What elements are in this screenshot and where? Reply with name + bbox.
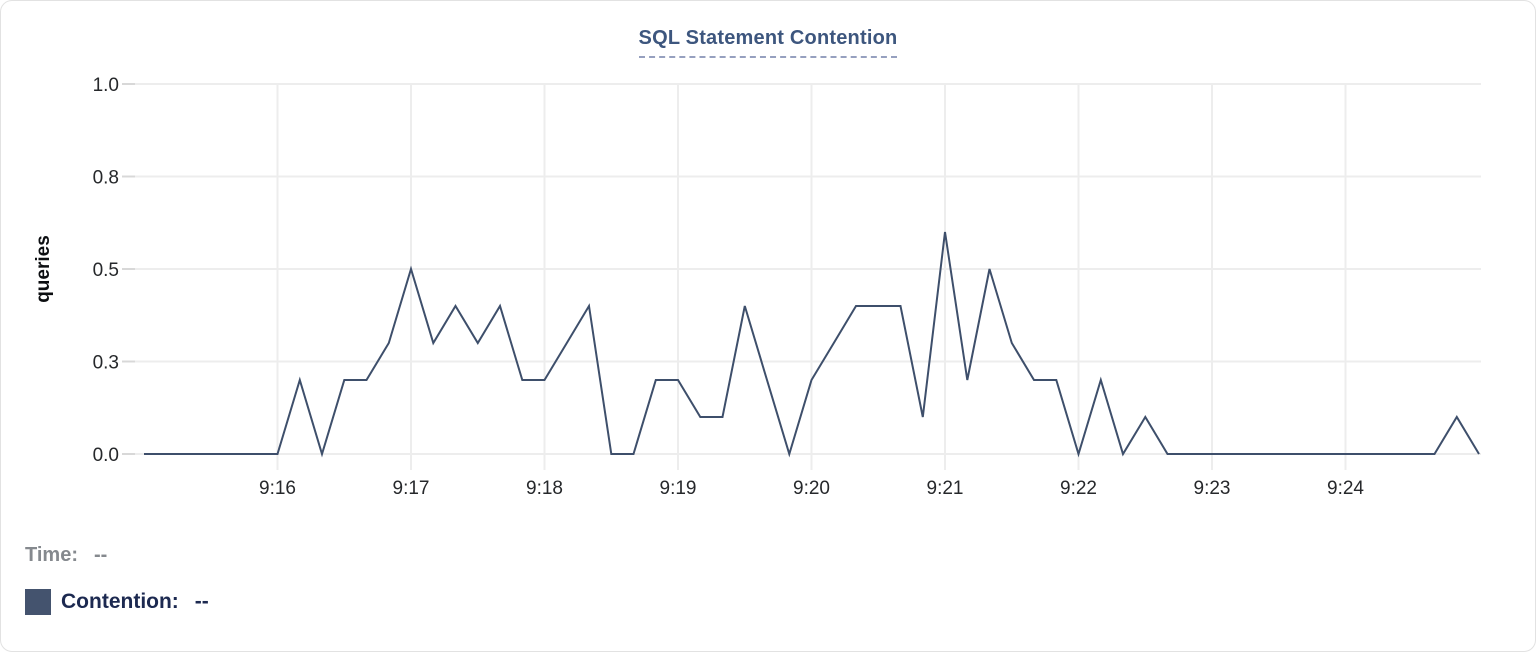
y-tick-label: 1.0 <box>93 75 119 96</box>
y-axis-title: queries <box>33 235 54 303</box>
y-tick-label: 0.8 <box>93 168 119 189</box>
x-tick-label: 9:24 <box>1327 478 1364 499</box>
contention-line <box>144 231 1480 458</box>
time-value: -- <box>93 544 108 566</box>
y-tick-label: 0.3 <box>93 353 119 374</box>
x-tick-label: 9:17 <box>393 478 430 499</box>
x-tick-label: 9:22 <box>1060 478 1097 499</box>
x-tick-label: 9:20 <box>793 478 830 499</box>
panel-header: SQL Statement Contention <box>1 27 1535 58</box>
contention-value: -- <box>194 590 209 613</box>
legend-time-row: Time: -- <box>25 544 107 567</box>
legend-contention-row: Contention: -- <box>25 589 209 615</box>
contention-swatch <box>25 589 51 615</box>
x-tick-label: 9:19 <box>660 478 697 499</box>
y-tick-label: 0.5 <box>93 260 119 281</box>
contention-label: Contention: <box>61 590 179 613</box>
x-tick-label: 9:18 <box>526 478 563 499</box>
contention-chart[interactable]: 1.0 0.8 0.5 0.3 0.0 9:16 9:17 9:18 9:19 9:20 9:21 9… <box>1 1 1535 513</box>
x-tick-label: 9:23 <box>1194 478 1231 499</box>
y-tick-label: 0.0 <box>93 445 119 466</box>
chart-title[interactable]: SQL Statement Contention <box>638 27 898 58</box>
x-tick-label: 9:21 <box>927 478 964 499</box>
x-tick-label: 9:16 <box>259 478 296 499</box>
time-label: Time: <box>25 544 78 566</box>
